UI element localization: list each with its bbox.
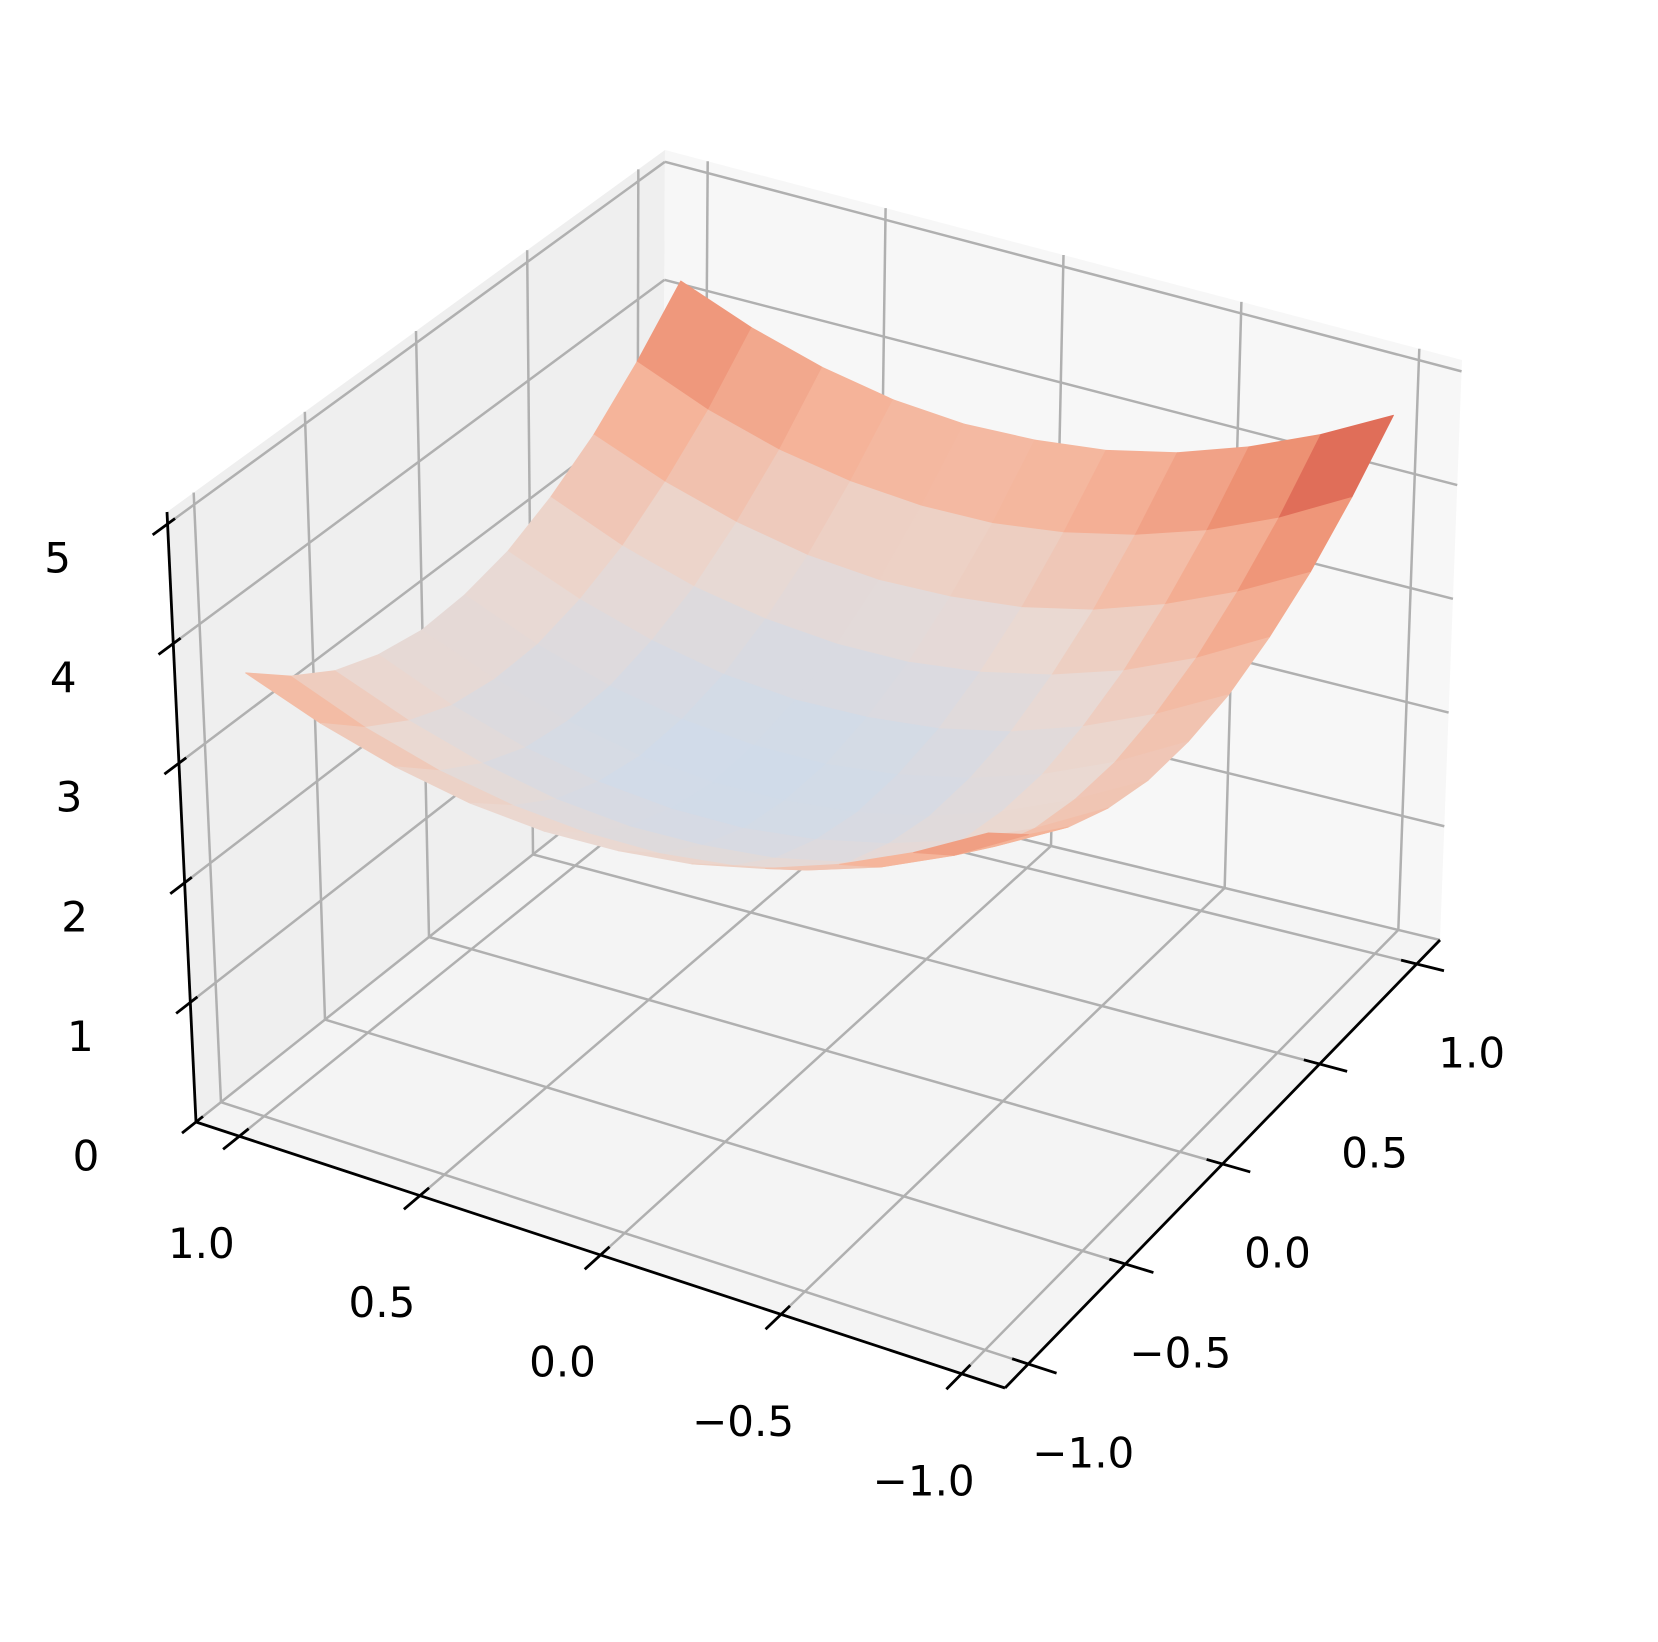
x-tick [583, 1245, 611, 1271]
grid-line [532, 853, 1320, 1066]
x-tick [222, 1127, 250, 1151]
x-tick [945, 1363, 972, 1391]
y-tick-label: −1.0 [1032, 1429, 1134, 1478]
x-tick [402, 1186, 430, 1211]
z-tick-label: 2 [61, 892, 88, 941]
y-tick [1011, 1357, 1057, 1375]
y-tick [1400, 958, 1445, 973]
grid-line [324, 1018, 1126, 1266]
z-tick-label: 0 [73, 1132, 100, 1181]
z-tick-label: 3 [56, 773, 83, 822]
x-tick-label: −1.0 [873, 1456, 975, 1505]
y-tick [1303, 1058, 1348, 1073]
z-tick-label: 5 [44, 533, 71, 582]
z-tick [157, 636, 182, 656]
grid-line [172, 278, 666, 645]
surface-patch [913, 832, 1029, 856]
z-axis-line [165, 511, 198, 1123]
y-tick-label: −0.5 [1129, 1329, 1231, 1378]
y-tick-label: 0.5 [1341, 1129, 1408, 1178]
grid-line [166, 160, 666, 525]
x-tick-label: 0.5 [349, 1278, 416, 1327]
grid-line [428, 935, 1223, 1166]
y-tick-label: 1.0 [1438, 1029, 1505, 1078]
floor-pane [196, 752, 1440, 1388]
grid-line [664, 160, 1462, 373]
grid-line [192, 492, 223, 1103]
y-tick [1206, 1158, 1251, 1174]
x-tick-label: −0.5 [692, 1397, 794, 1446]
x-tick-label: 1.0 [168, 1219, 235, 1268]
z-tick-label: 1 [67, 1012, 94, 1061]
z-tick [163, 756, 188, 776]
grid-line [1397, 348, 1421, 930]
z-tick-label: 4 [50, 653, 77, 702]
grid-line [220, 1100, 1029, 1366]
z-tick [169, 876, 193, 895]
y-tick-label: 0.0 [1244, 1229, 1311, 1278]
z-tick [175, 995, 199, 1015]
z-tick [151, 517, 176, 536]
x-tick-label: 0.0 [529, 1338, 596, 1387]
z-tick [181, 1115, 204, 1135]
x-tick [764, 1304, 791, 1331]
y-tick [1108, 1257, 1154, 1274]
